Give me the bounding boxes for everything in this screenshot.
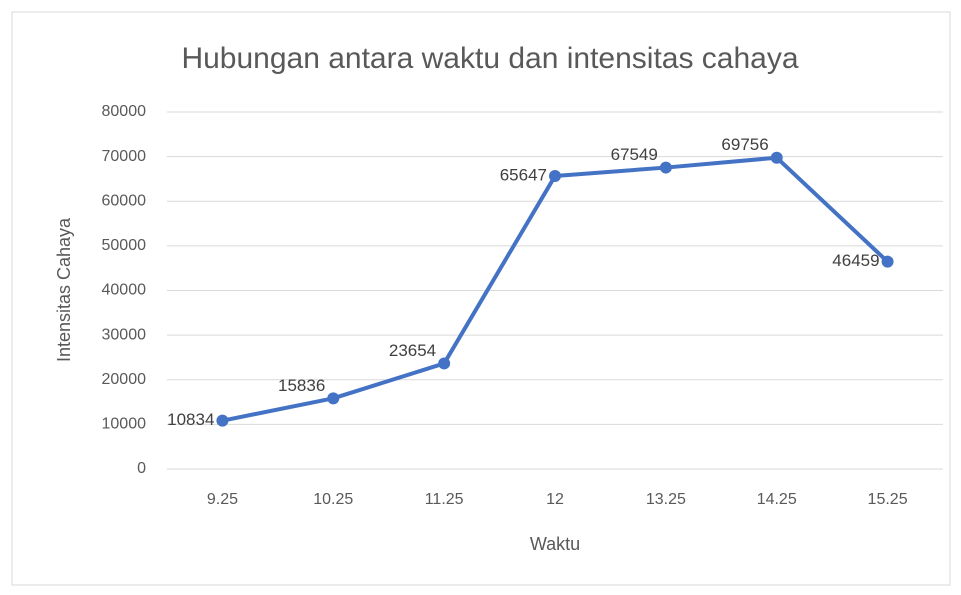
y-tick-label: 70000 <box>102 148 147 165</box>
x-tick-label: 10.25 <box>313 491 353 508</box>
data-label: 10834 <box>167 410 214 429</box>
y-axis-title: Intensitas Cahaya <box>54 217 74 362</box>
point <box>327 392 340 405</box>
data-label: 46459 <box>832 251 879 270</box>
y-tick-label: 80000 <box>102 103 147 120</box>
x-tick-label: 12 <box>546 491 564 508</box>
y-tick-label: 60000 <box>102 192 147 209</box>
point <box>216 414 229 427</box>
x-tick-label: 13.25 <box>646 491 686 508</box>
point <box>438 357 451 370</box>
y-tick-label: 30000 <box>102 326 147 343</box>
data-label: 15836 <box>278 376 325 395</box>
y-tick-label: 20000 <box>102 371 147 388</box>
x-axis-title: Waktu <box>530 534 580 554</box>
y-tick-label: 40000 <box>102 282 147 299</box>
point <box>659 161 672 174</box>
chart-title: Hubungan antara waktu dan intensitas cah… <box>181 42 798 75</box>
x-tick-label: 14.25 <box>757 491 797 508</box>
point <box>770 151 783 164</box>
data-label: 65647 <box>500 166 547 185</box>
x-tick-label: 9.25 <box>207 491 238 508</box>
y-tick-label: 50000 <box>102 237 147 254</box>
y-tick-label: 10000 <box>102 416 147 433</box>
x-tick-label: 15.25 <box>868 491 908 508</box>
data-label: 69756 <box>721 135 768 154</box>
data-label: 67549 <box>611 145 658 164</box>
x-tick-label: 11.25 <box>425 491 464 508</box>
y-tick-label: 0 <box>137 460 146 477</box>
data-label: 23654 <box>389 341 436 360</box>
point <box>881 255 894 268</box>
point <box>549 170 561 183</box>
